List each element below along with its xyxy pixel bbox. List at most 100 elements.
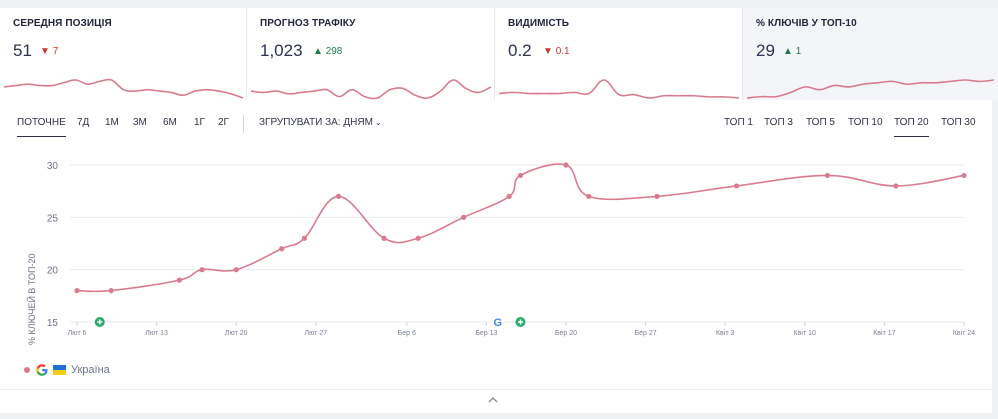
data-point[interactable] bbox=[335, 193, 342, 199]
period-tab-3m[interactable]: 3М bbox=[133, 117, 147, 128]
x-tick-label: Бер 13 bbox=[475, 330, 497, 337]
metric-value: 51 bbox=[13, 41, 32, 60]
svg-text:G: G bbox=[493, 317, 502, 329]
data-point[interactable] bbox=[506, 193, 512, 199]
sparkline-top10-share bbox=[746, 79, 995, 99]
top-tab-20[interactable]: ТОП 20 bbox=[894, 117, 929, 137]
google-update-annotation[interactable]: G bbox=[491, 316, 504, 329]
metric-title: % КЛЮЧІВ У ТОП-10 bbox=[756, 18, 857, 29]
y-tick-label: 20 bbox=[47, 266, 59, 277]
legend[interactable]: Україна bbox=[24, 362, 110, 378]
x-tick-label: Квіт 10 bbox=[794, 329, 816, 337]
metric-delta: ▼ 7 bbox=[40, 46, 58, 57]
group-by-label: ЗГРУПУВАТИ ЗА: bbox=[259, 117, 341, 128]
series-line bbox=[76, 163, 965, 293]
x-tick-label: Лют 27 bbox=[304, 330, 327, 337]
period-tab-7d[interactable]: 7Д bbox=[77, 117, 90, 128]
y-tick-label: 30 bbox=[47, 161, 59, 172]
x-tick-label: Бер 20 bbox=[555, 330, 577, 337]
y-tick-label: 25 bbox=[47, 213, 59, 224]
metric-card-visibility[interactable]: ВИДИМІСТЬ 0.2 ▼ 0.1 bbox=[495, 8, 743, 100]
period-tab-current[interactable]: ПОТОЧНЕ bbox=[17, 117, 66, 137]
main-line-chart[interactable]: 15 20 25 30 Лют 6 Лют 13 Лют 20 Лют 27 Бер 6 Бер … bbox=[0, 146, 992, 346]
data-point[interactable] bbox=[381, 235, 387, 241]
metric-delta-value: 7 bbox=[52, 46, 59, 57]
triangle-down-icon: ▼ bbox=[543, 46, 553, 57]
metric-delta: ▲ 1 bbox=[783, 46, 801, 57]
data-point[interactable] bbox=[586, 193, 592, 199]
note-annotation[interactable] bbox=[515, 317, 526, 327]
data-point[interactable] bbox=[654, 193, 660, 199]
metric-delta-value: 0.1 bbox=[555, 46, 570, 57]
sparkline-path bbox=[498, 79, 740, 99]
y-axis-label: % КЛЮЧЕЙ В ТОП-20 bbox=[27, 253, 37, 346]
x-tick-label: Лют 6 bbox=[68, 330, 87, 337]
chevron-down-icon: ⌄ bbox=[374, 118, 382, 127]
triangle-up-icon: ▲ bbox=[783, 46, 793, 57]
top-tab-5[interactable]: ТОП 5 bbox=[806, 117, 835, 128]
metric-card-top10-share[interactable]: % КЛЮЧІВ У ТОП-10 29 ▲ 1 bbox=[743, 8, 998, 100]
google-icon bbox=[36, 364, 48, 376]
sparkline-path bbox=[746, 79, 995, 99]
top-tab-1[interactable]: ТОП 1 bbox=[724, 117, 753, 128]
chart-panel: ПОТОЧНЕ 7Д 1М 3М 6М 1Г 2Г ЗГРУПУВАТИ ЗА:… bbox=[0, 100, 992, 413]
metric-title: ВИДИМІСТЬ bbox=[508, 18, 569, 29]
x-tick-label: Бер 6 bbox=[398, 330, 416, 337]
data-point[interactable] bbox=[108, 288, 114, 294]
top-tab-30[interactable]: ТОП 30 bbox=[941, 117, 976, 128]
toolbar-divider bbox=[243, 115, 244, 133]
metric-delta-value: 298 bbox=[325, 46, 343, 57]
legend-label: Україна bbox=[71, 364, 110, 376]
data-point[interactable] bbox=[233, 267, 239, 273]
x-tick-label: Квіт 17 bbox=[873, 329, 895, 337]
note-annotation[interactable] bbox=[94, 317, 105, 327]
triangle-down-icon: ▼ bbox=[40, 46, 50, 57]
top-tab-3[interactable]: ТОП 3 bbox=[764, 117, 793, 128]
sparkline-traffic-forecast bbox=[250, 79, 492, 100]
data-point[interactable] bbox=[563, 162, 569, 168]
group-by-value: ДНЯМ bbox=[343, 117, 373, 128]
ukraine-flag-icon bbox=[53, 365, 66, 375]
metric-delta-value: 1 bbox=[795, 46, 802, 57]
metric-card-avg-position[interactable]: СЕРЕДНЯ ПОЗИЦІЯ 51 ▼ 7 bbox=[0, 8, 247, 100]
data-point[interactable] bbox=[199, 267, 205, 273]
data-point[interactable] bbox=[279, 246, 285, 252]
panel-divider bbox=[0, 389, 992, 390]
metric-delta: ▼ 0.1 bbox=[543, 46, 570, 57]
triangle-up-icon: ▲ bbox=[313, 46, 323, 57]
period-tab-2y[interactable]: 2Г bbox=[218, 117, 229, 128]
data-point[interactable] bbox=[517, 172, 524, 179]
metric-value: 0.2 bbox=[508, 41, 532, 60]
group-by-dropdown[interactable]: ЗГРУПУВАТИ ЗА: ДНЯМ ⌄ bbox=[259, 117, 382, 128]
metrics-row: СЕРЕДНЯ ПОЗИЦІЯ 51 ▼ 7 ПРОГНОЗ ТРАФІКУ 1… bbox=[0, 8, 998, 100]
data-point[interactable] bbox=[893, 183, 899, 189]
sparkline-path bbox=[3, 78, 244, 99]
metric-title: СЕРЕДНЯ ПОЗИЦІЯ bbox=[13, 18, 112, 29]
data-point[interactable] bbox=[74, 288, 80, 294]
chevron-up-icon[interactable] bbox=[486, 393, 500, 407]
metric-delta: ▲ 298 bbox=[313, 46, 342, 57]
y-tick-label: 15 bbox=[47, 318, 59, 329]
sparkline-path bbox=[250, 79, 492, 100]
period-tab-1y[interactable]: 1Г bbox=[194, 117, 205, 128]
series-dot-icon bbox=[24, 367, 30, 373]
x-tick-label: Лют 13 bbox=[145, 330, 168, 337]
data-point[interactable] bbox=[461, 214, 467, 220]
period-tab-1m[interactable]: 1М bbox=[105, 117, 119, 128]
data-point[interactable] bbox=[415, 235, 421, 241]
metric-value: 29 bbox=[756, 41, 775, 60]
sparkline-visibility bbox=[498, 79, 740, 99]
period-tab-6m[interactable]: 6М bbox=[163, 117, 177, 128]
sparkline-avg-position bbox=[3, 78, 244, 99]
x-tick-label: Квіт 3 bbox=[716, 329, 735, 337]
data-point[interactable] bbox=[733, 183, 740, 189]
data-point[interactable] bbox=[176, 277, 182, 283]
x-tick-label: Квіт 24 bbox=[953, 329, 975, 337]
metric-card-traffic-forecast[interactable]: ПРОГНОЗ ТРАФІКУ 1,023 ▲ 298 bbox=[247, 8, 495, 100]
x-tick-label: Бер 27 bbox=[635, 330, 657, 337]
data-point[interactable] bbox=[824, 172, 831, 179]
data-point[interactable] bbox=[301, 235, 308, 241]
metric-value: 1,023 bbox=[260, 41, 303, 60]
top-tab-10[interactable]: ТОП 10 bbox=[848, 117, 883, 128]
data-point[interactable] bbox=[961, 172, 967, 179]
